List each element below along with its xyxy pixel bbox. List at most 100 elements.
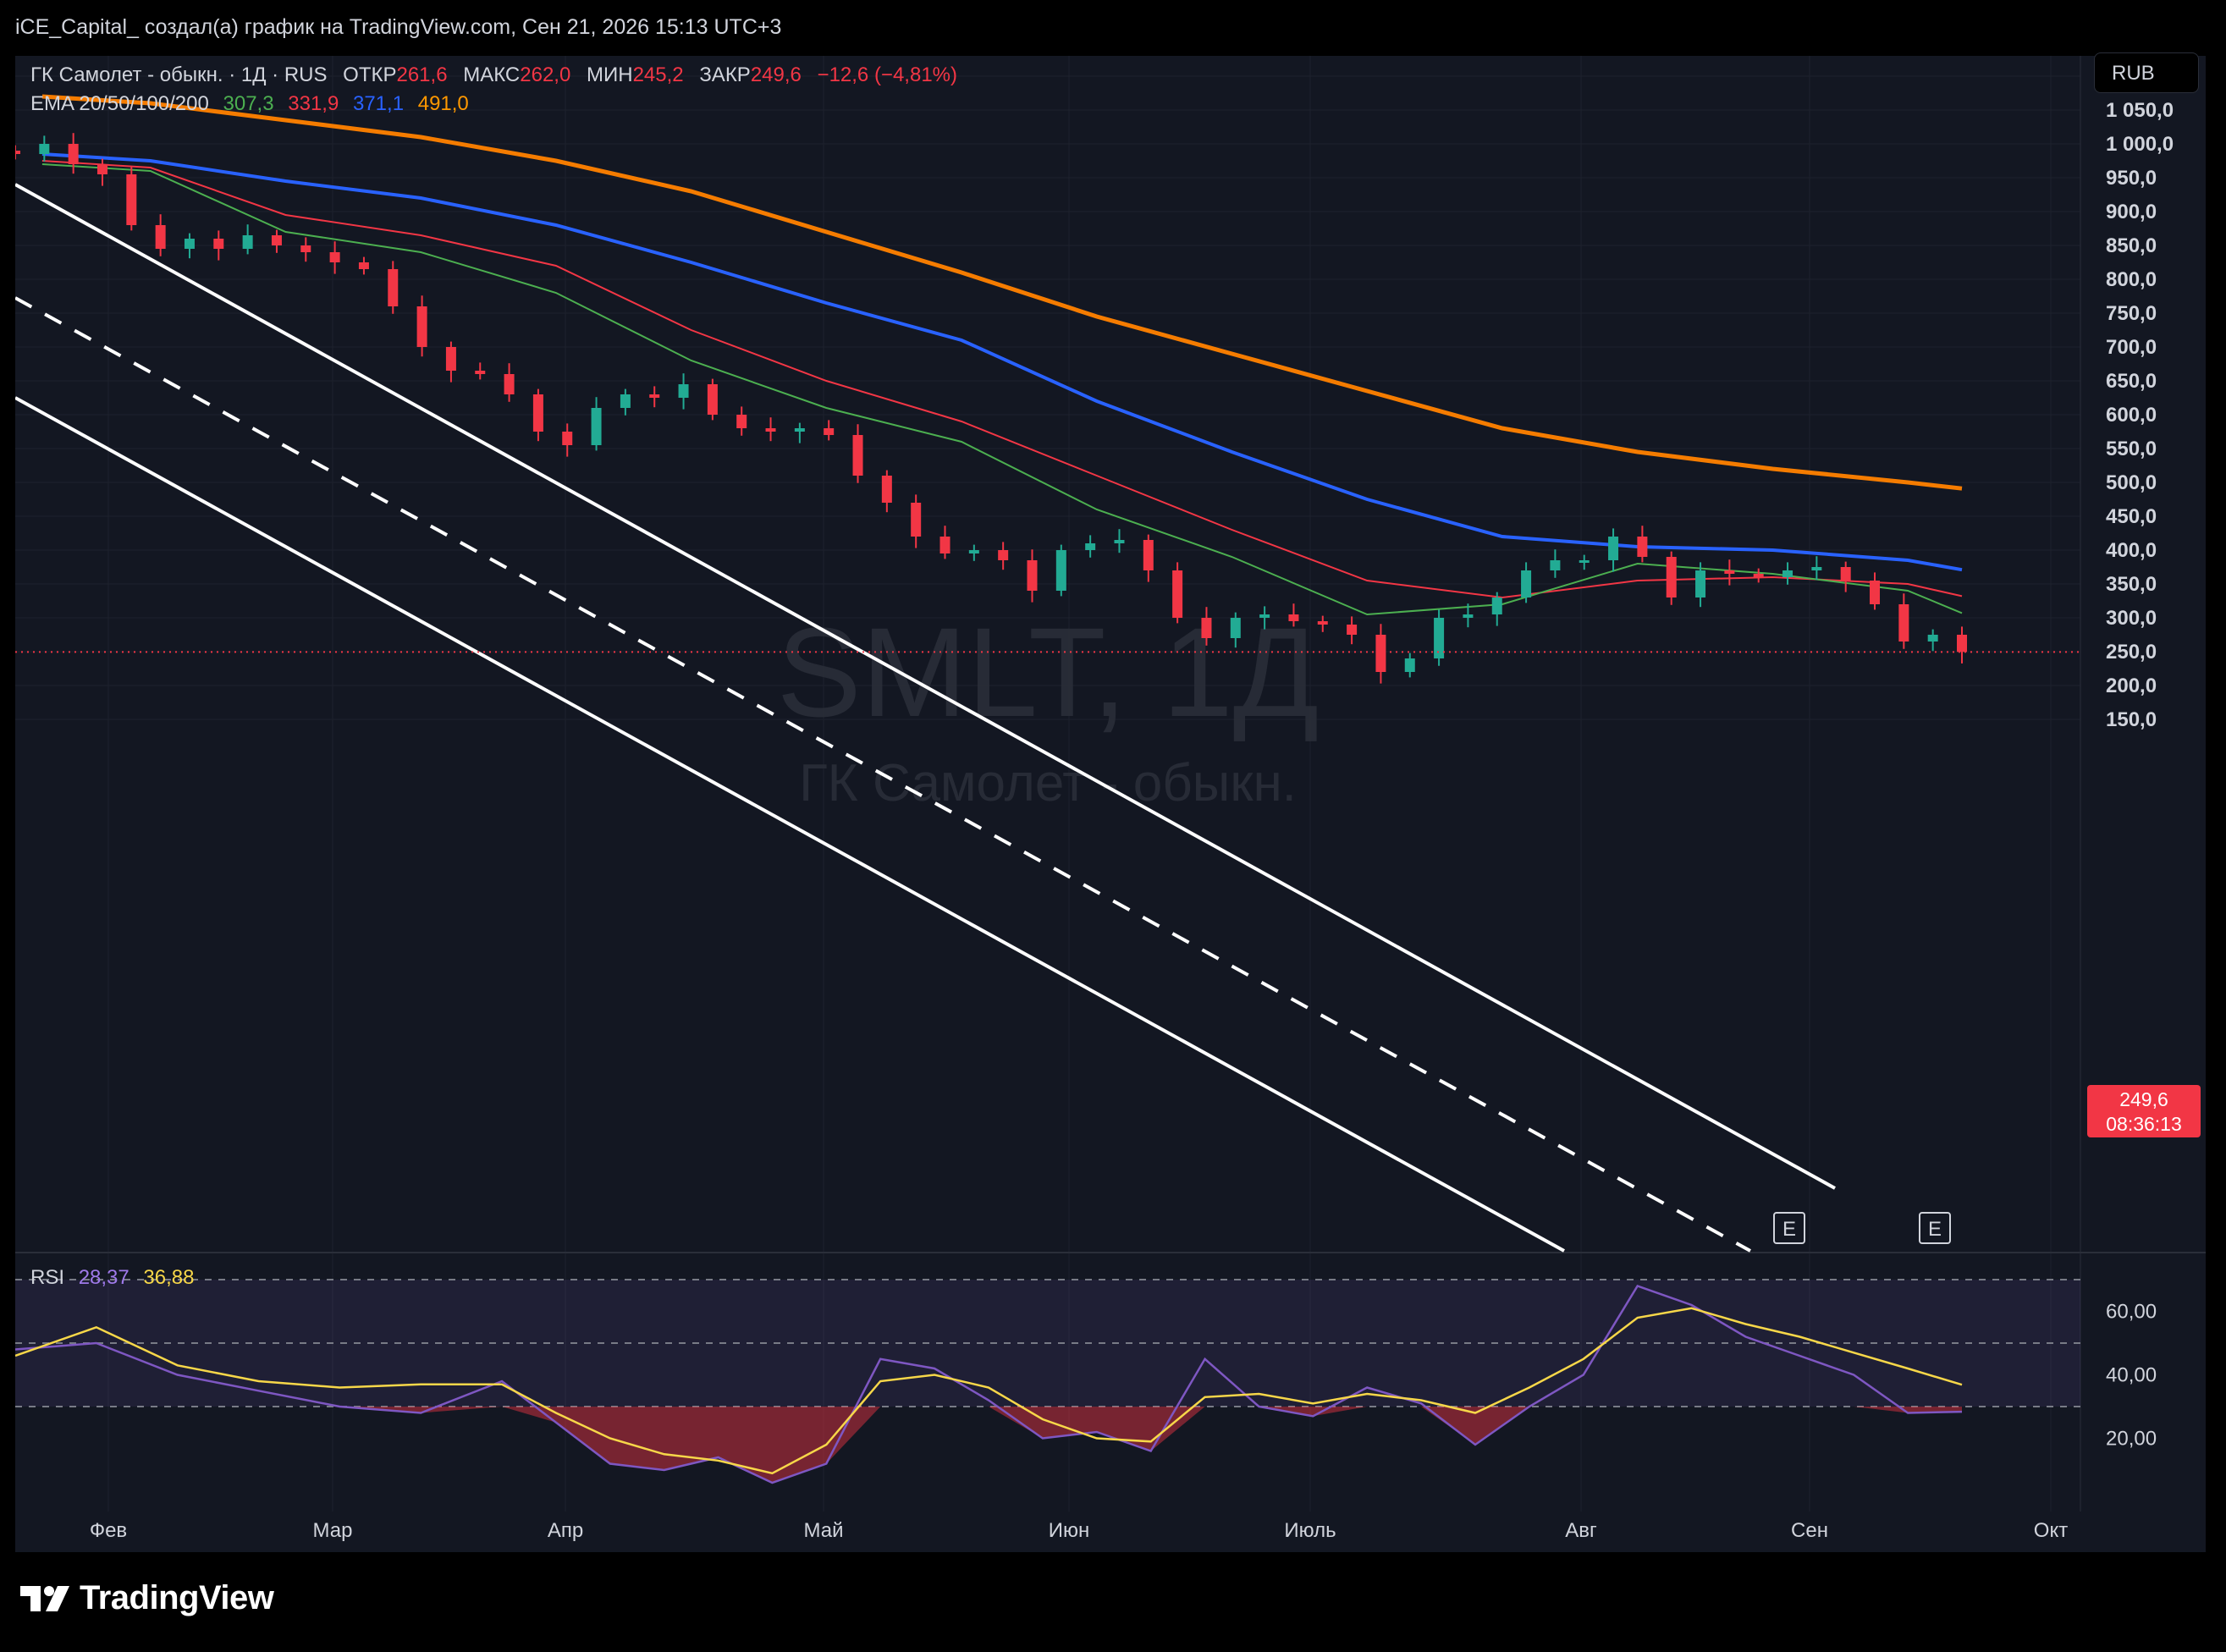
y-tick-label: 1 050,0 xyxy=(2106,99,2174,122)
rsi-line-rsi xyxy=(15,1284,1963,1484)
earnings-marker-box xyxy=(1773,1212,1805,1244)
candle-body xyxy=(213,239,224,249)
candle-body xyxy=(1550,560,1561,570)
bar-countdown: 08:36:13 xyxy=(2106,1113,2182,1135)
channel-lower-line xyxy=(15,396,1565,1253)
candle-body xyxy=(765,428,776,432)
candle-body xyxy=(242,235,253,249)
ema-line-ema200 xyxy=(41,94,1963,491)
candle-body xyxy=(155,225,166,249)
candle-body xyxy=(1172,570,1183,618)
candle-body xyxy=(1114,540,1125,543)
x-tick-label: Сен xyxy=(1791,1519,1828,1542)
rsi-tick-label: 20,00 xyxy=(2106,1428,2157,1451)
candle-body xyxy=(1347,625,1358,635)
ema200-value: 491,0 xyxy=(417,92,469,115)
candle-body xyxy=(1782,570,1793,577)
ema20-value: 307,3 xyxy=(223,92,274,115)
candle-body xyxy=(591,408,602,445)
candle-body xyxy=(1230,618,1241,638)
candle-body xyxy=(1870,581,1881,604)
tradingview-logo-icon xyxy=(20,1585,69,1611)
candle-body xyxy=(1085,543,1096,550)
legend: ГК Самолет - обыкн. · 1Д · RUS ОТКР261,6… xyxy=(30,61,957,118)
high-value: 262,0 xyxy=(520,63,571,86)
candle-body xyxy=(824,428,835,435)
currency-button[interactable]: RUB xyxy=(2094,52,2199,93)
y-tick-label: 600,0 xyxy=(2106,404,2157,427)
ema-line-ema20 xyxy=(41,163,1963,616)
tradingview-logo-text: TradingView xyxy=(80,1579,274,1616)
candle-body xyxy=(649,394,660,398)
candle-body xyxy=(998,550,1009,560)
ema100-value: 371,1 xyxy=(352,92,405,115)
candle-body xyxy=(707,384,718,415)
candle-body xyxy=(1434,618,1445,658)
last-price-tag: 249,6 08:36:13 xyxy=(2087,1085,2201,1137)
x-tick-label: Май xyxy=(803,1519,843,1542)
top-bar: iCE_Capital_ создал(а) график на Trading… xyxy=(0,0,2226,56)
candle-body xyxy=(1288,614,1299,621)
candle-body xyxy=(96,164,107,174)
x-tick-label: Авг xyxy=(1565,1519,1597,1542)
rsi-ma-value: 36,88 xyxy=(143,1266,195,1289)
watermark-name: ГК Самолет - обыкн. xyxy=(799,754,1297,812)
candle-body xyxy=(939,537,950,553)
candle-body xyxy=(736,415,747,428)
candle-body xyxy=(1579,560,1590,563)
x-tick-label: Апр xyxy=(548,1519,583,1542)
candle-body xyxy=(1027,560,1038,591)
open-label: ОТКР xyxy=(343,63,397,86)
candle-body xyxy=(358,262,369,269)
y-tick-label: 700,0 xyxy=(2106,336,2157,359)
candle-body xyxy=(1201,618,1212,638)
ema-label[interactable]: EMA 20/50/100/200 xyxy=(30,92,209,115)
x-tick-label: Окт xyxy=(2034,1519,2068,1542)
tradingview-logo[interactable]: TradingView xyxy=(19,1579,274,1617)
x-tick-label: Фев xyxy=(90,1519,127,1542)
x-tick-label: Июн xyxy=(1049,1519,1090,1542)
candle-body xyxy=(1840,567,1851,581)
chart-canvas[interactable]: 1 100,01 050,01 000,0950,0900,0850,0800,… xyxy=(15,56,2206,1552)
chart-panel[interactable]: 1 100,01 050,01 000,0950,0900,0850,0800,… xyxy=(15,56,2206,1552)
candle-body xyxy=(562,432,573,445)
candle-body xyxy=(1259,614,1270,618)
candle-body xyxy=(126,174,137,225)
footer: TradingView xyxy=(0,1552,2226,1652)
candle-body xyxy=(1463,614,1474,618)
candle-body xyxy=(1753,574,1764,577)
candle-body xyxy=(1898,604,1909,642)
x-tick-label: Июль xyxy=(1284,1519,1336,1542)
change-value: −12,6 (−4,81%) xyxy=(817,63,957,86)
candle-body xyxy=(881,476,892,503)
candle-body xyxy=(911,503,922,537)
y-tick-label: 200,0 xyxy=(2106,675,2157,697)
candle-body xyxy=(416,306,427,347)
candle-body xyxy=(678,384,689,398)
rsi-label[interactable]: RSI xyxy=(30,1266,65,1289)
ema-line-ema100 xyxy=(41,152,1963,572)
y-tick-label: 850,0 xyxy=(2106,234,2157,257)
candle-body xyxy=(39,144,50,154)
candles-group xyxy=(15,133,1967,684)
rsi-tick-label: 60,00 xyxy=(2106,1301,2157,1324)
candle-body xyxy=(1143,540,1154,570)
earnings-marker: E xyxy=(1773,1212,1805,1244)
earnings-marker: E xyxy=(1919,1212,1951,1244)
candle-body xyxy=(445,347,456,371)
y-tick-label: 950,0 xyxy=(2106,167,2157,190)
y-tick-label: 1 000,0 xyxy=(2106,133,2174,156)
symbol-label[interactable]: ГК Самолет - обыкн. · 1Д · RUS xyxy=(30,63,328,86)
candle-body xyxy=(388,269,399,306)
candle-body xyxy=(794,428,805,432)
ema-line-ema50 xyxy=(41,160,1963,599)
channel-upper-line xyxy=(15,183,1836,1190)
y-tick-label: 450,0 xyxy=(2106,505,2157,528)
y-tick-label: 350,0 xyxy=(2106,573,2157,596)
candle-body xyxy=(1404,658,1415,672)
candle-body xyxy=(1666,557,1677,597)
candle-body xyxy=(504,374,515,394)
rsi-legend: RSI 28,37 36,88 xyxy=(30,1266,194,1290)
ohlc-row: ГК Самолет - обыкн. · 1Д · RUS ОТКР261,6… xyxy=(30,61,957,90)
candle-body xyxy=(1491,597,1502,614)
